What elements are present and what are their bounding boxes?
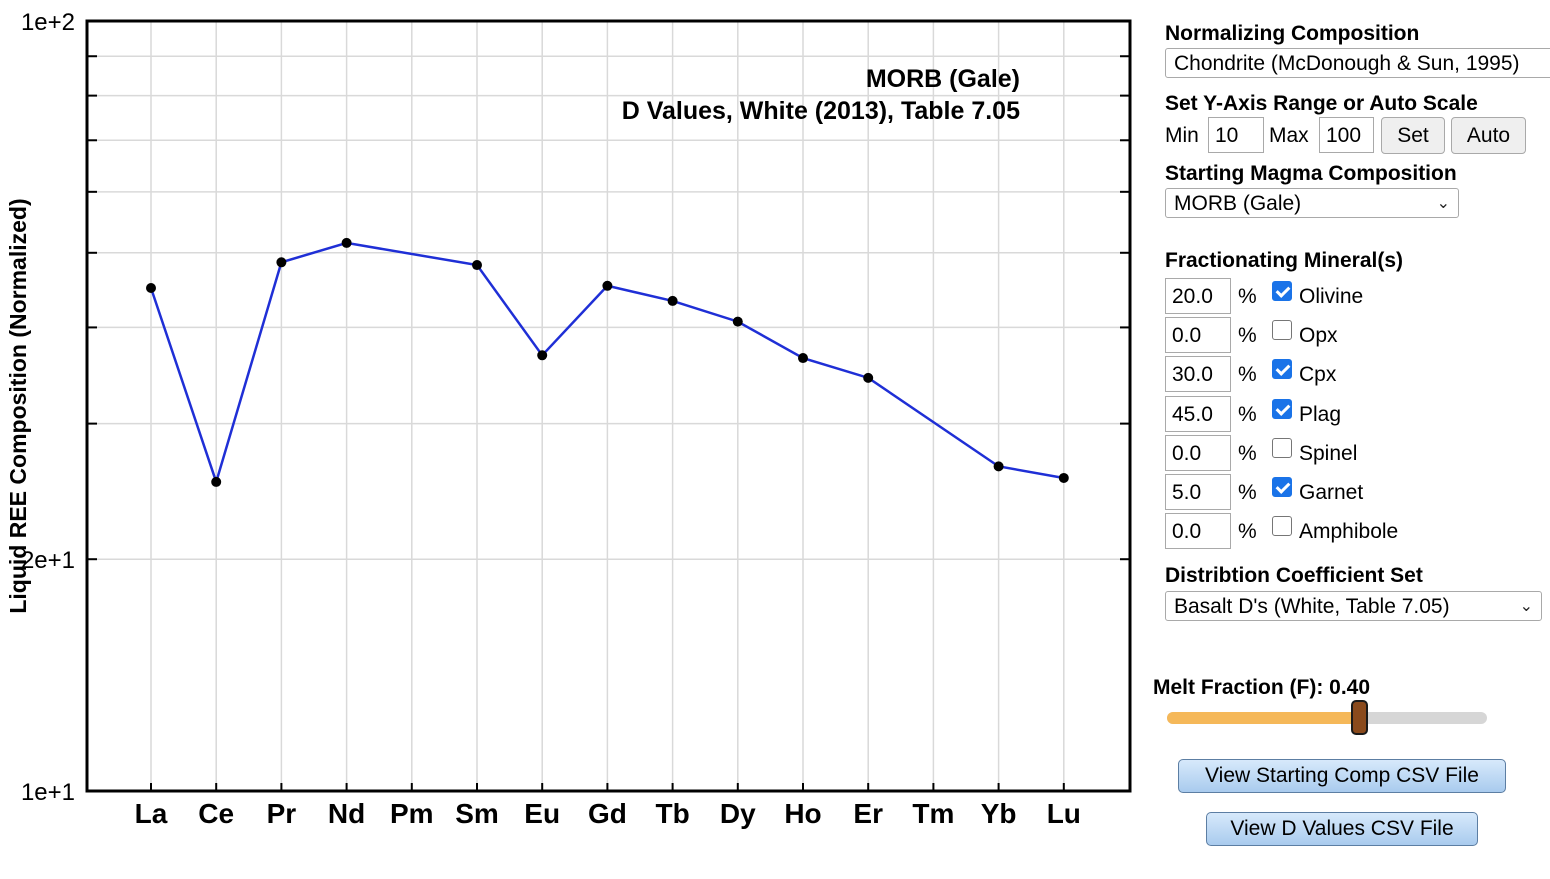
- y-tick-labels: 1e+1 2e+1 1e+2: [21, 9, 75, 806]
- mineral-name: Opx: [1299, 324, 1338, 348]
- mineral-percent-input[interactable]: 45.0: [1165, 395, 1231, 432]
- data-point: [146, 283, 156, 294]
- melt-fraction-slider[interactable]: [1167, 700, 1487, 735]
- percent-sign: %: [1238, 481, 1257, 504]
- normalizing-select[interactable]: Chondrite (McDonough & Sun, 1995): [1165, 48, 1550, 78]
- mineral-percent-input[interactable]: 0.0: [1165, 434, 1231, 471]
- mineral-percent-input[interactable]: 0.0: [1165, 513, 1231, 550]
- magma-select[interactable]: MORB (Gale) ⌄: [1165, 188, 1459, 218]
- max-label: Max: [1269, 124, 1309, 147]
- min-label: Min: [1165, 124, 1199, 147]
- percent-sign: %: [1238, 402, 1257, 426]
- chart-subtitle: D Values, White (2013), Table 7.05: [622, 97, 1020, 125]
- data-point: [667, 295, 678, 306]
- percent-sign: %: [1238, 285, 1257, 308]
- mineral-name: Spinel: [1299, 441, 1358, 465]
- mineral-checkbox[interactable]: [1272, 281, 1292, 301]
- chart-title: MORB (Gale): [866, 65, 1020, 93]
- mineral-percent-input[interactable]: 5.0: [1165, 474, 1231, 510]
- slider-fill: [1167, 712, 1358, 724]
- yrange-title: Set Y-Axis Range or Auto Scale: [1165, 92, 1478, 115]
- data-point: [537, 350, 548, 361]
- normalizing-value: Chondrite (McDonough & Sun, 1995): [1174, 52, 1520, 75]
- x-tick-label: Pr: [267, 798, 297, 829]
- normalizing-title: Normalizing Composition: [1165, 22, 1420, 45]
- view-d-values-button[interactable]: View D Values CSV File: [1206, 812, 1478, 846]
- mineral-percent-input[interactable]: 20.0: [1165, 278, 1231, 314]
- dset-select[interactable]: Basalt D's (White, Table 7.05) ⌄: [1165, 591, 1542, 621]
- mineral-name: Garnet: [1299, 481, 1364, 504]
- mineral-name: Olivine: [1299, 285, 1364, 308]
- x-tick-label: Gd: [588, 798, 627, 829]
- view-starting-comp-button[interactable]: View Starting Comp CSV File: [1178, 759, 1506, 793]
- x-tick-label: Ho: [784, 798, 821, 829]
- percent-sign: %: [1238, 441, 1257, 465]
- x-tick-labels: La Ce Pr Nd Pm Sm Eu Gd Tb Dy Ho Er Tm Yb Lu: [135, 798, 1081, 829]
- min-input[interactable]: 10: [1208, 117, 1264, 153]
- y-tick-label: 1e+1: [21, 779, 75, 806]
- y-axis-label: Liquid REE Composition (Normalized): [5, 198, 31, 613]
- max-input[interactable]: 100: [1319, 117, 1374, 153]
- x-tick-label: Lu: [1047, 798, 1081, 829]
- set-button[interactable]: Set: [1381, 117, 1445, 154]
- data-point: [211, 476, 222, 487]
- data-point: [276, 257, 287, 268]
- x-tick-label: Dy: [720, 798, 756, 829]
- y-tick-label: 1e+2: [21, 9, 75, 36]
- magma-value: MORB (Gale): [1174, 192, 1302, 215]
- mineral-percent-input[interactable]: 30.0: [1165, 356, 1231, 393]
- x-tick-label: Eu: [524, 798, 560, 829]
- chart-grid: [87, 21, 1130, 791]
- chevron-down-icon: ⌄: [1436, 195, 1450, 212]
- data-point: [798, 353, 808, 364]
- mineral-checkbox[interactable]: [1272, 516, 1292, 537]
- x-tick-label: Pm: [390, 798, 434, 829]
- mineral-name: Plag: [1299, 402, 1342, 426]
- ree-chart: 1e+1 2e+1 1e+2 La Ce Pr Nd Pm Sm Eu Gd Tb Dy Ho Er Tm Y…: [5, 9, 1132, 829]
- x-tick-label: Tm: [912, 798, 954, 829]
- mineral-percent-input[interactable]: 0.0: [1165, 317, 1231, 354]
- mineral-checkbox[interactable]: [1272, 477, 1292, 497]
- slider-handle[interactable]: [1351, 700, 1369, 735]
- x-tick-label: Tb: [655, 798, 689, 829]
- x-tick-label: Ce: [198, 798, 234, 829]
- data-point: [602, 280, 613, 291]
- series-group: [146, 237, 1069, 487]
- minerals-title: Fractionating Mineral(s): [1165, 249, 1404, 272]
- percent-sign: %: [1238, 520, 1257, 544]
- data-point: [472, 260, 482, 271]
- percent-sign: %: [1238, 363, 1257, 387]
- mineral-name: Amphibole: [1299, 520, 1399, 544]
- data-point: [1058, 472, 1069, 483]
- mineral-checkbox[interactable]: [1272, 398, 1292, 419]
- dset-value: Basalt D's (White, Table 7.05): [1174, 595, 1450, 618]
- chart-ticks: [87, 55, 1130, 791]
- mineral-checkbox[interactable]: [1272, 359, 1292, 380]
- data-point: [732, 316, 743, 327]
- data-point: [863, 372, 874, 383]
- x-tick-label: Nd: [328, 798, 365, 829]
- mineral-name: Cpx: [1299, 363, 1337, 387]
- x-tick-label: La: [135, 798, 168, 829]
- percent-sign: %: [1238, 324, 1257, 348]
- mineral-checkbox[interactable]: [1272, 320, 1292, 341]
- plot-frame: [85, 19, 1132, 793]
- auto-button[interactable]: Auto: [1451, 117, 1526, 154]
- magma-title: Starting Magma Composition: [1165, 162, 1457, 185]
- y-tick-label: 2e+1: [21, 547, 75, 574]
- x-tick-label: Sm: [455, 798, 499, 829]
- melt-fraction-label: Melt Fraction (F): 0.40: [1153, 676, 1371, 699]
- data-point: [341, 237, 352, 248]
- mineral-checkbox[interactable]: [1272, 437, 1292, 458]
- x-tick-label: Er: [853, 798, 883, 829]
- x-tick-label: Yb: [981, 798, 1017, 829]
- data-point: [993, 461, 1004, 472]
- dset-title: Distribtion Coefficient Set: [1165, 564, 1423, 587]
- chevron-down-icon: ⌄: [1519, 598, 1533, 615]
